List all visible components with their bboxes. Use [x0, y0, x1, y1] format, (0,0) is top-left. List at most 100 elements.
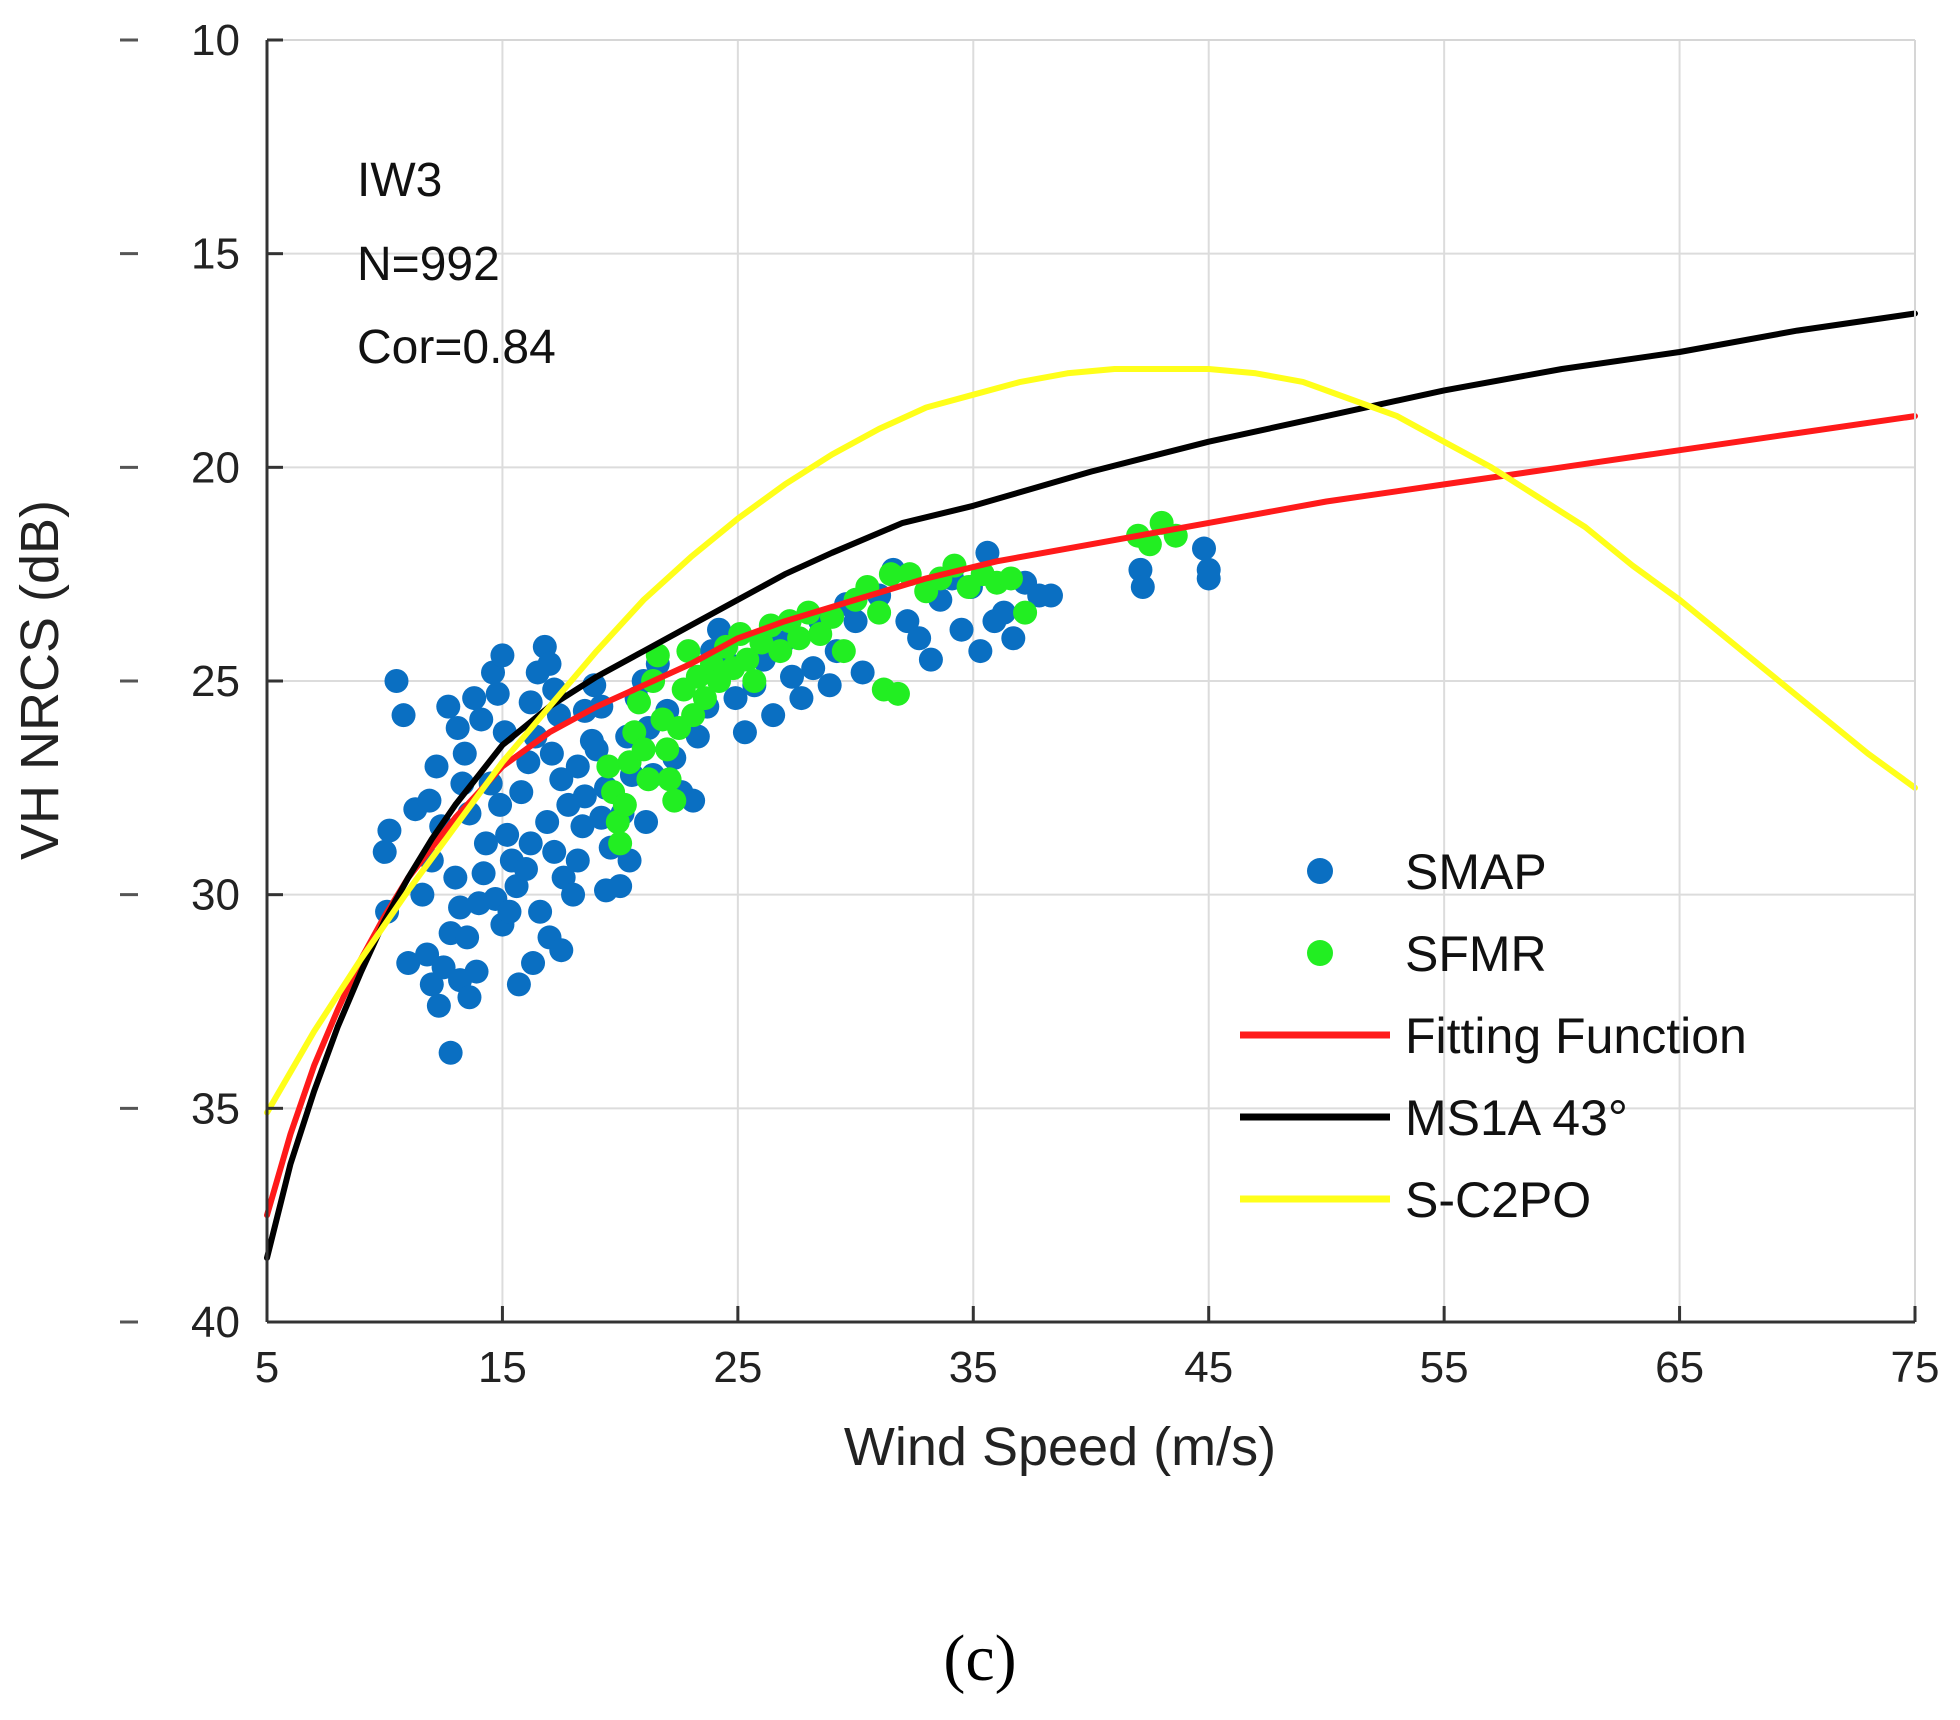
smap-point — [495, 822, 520, 847]
annotation-correlation: Cor=0.84 — [357, 321, 556, 374]
x-tick-label: 5 — [255, 1343, 279, 1392]
y-tick-label: 20 — [191, 443, 240, 492]
smap-point — [584, 737, 609, 762]
smap-point — [509, 780, 534, 805]
sfmr-point — [636, 767, 661, 792]
smap-point — [426, 993, 451, 1018]
sfmr-point — [885, 681, 910, 706]
legend-item-s-c2po: S-C2PO — [1240, 1172, 1591, 1228]
smap-point — [570, 814, 595, 839]
smap-point — [549, 767, 574, 792]
smap-point — [572, 784, 597, 809]
smap-point — [521, 951, 546, 976]
x-tick-label: 45 — [1184, 1343, 1233, 1392]
smap-point — [539, 741, 564, 766]
smap-point — [1130, 574, 1155, 599]
y-tick-label: 35 — [191, 1084, 240, 1133]
smap-point — [975, 540, 1000, 565]
smap-point — [485, 681, 510, 706]
smap-point — [490, 643, 515, 668]
smap-point — [817, 673, 842, 698]
smap-point — [685, 724, 710, 749]
sfmr-point — [596, 754, 621, 779]
smap-point — [780, 664, 805, 689]
sfmr-point — [662, 788, 687, 813]
plot-area — [264, 310, 1918, 1261]
y-axis-label: VH NRCS (dB) — [10, 500, 70, 860]
x-axis-label: Wind Speed (m/s) — [844, 1417, 1276, 1477]
x-tick-label: 25 — [713, 1343, 762, 1392]
smap-point — [518, 690, 543, 715]
axes: 5 15 25 35 45 55 65 75 10 15 20 25 30 35 40 — [120, 16, 1939, 1392]
smap-point — [452, 741, 477, 766]
smap-point — [535, 810, 560, 835]
smap-point — [907, 626, 932, 651]
smap-point — [513, 857, 538, 882]
y-tick-label: 30 — [191, 871, 240, 920]
legend-item-fitting-function: Fitting Function — [1240, 1008, 1747, 1064]
annotation-mode: IW3 — [357, 154, 442, 207]
smap-point — [473, 831, 498, 856]
smap-point — [419, 972, 444, 997]
sfmr-point — [787, 626, 812, 651]
x-tick-label: 75 — [1891, 1343, 1940, 1392]
y-tick-label: 40 — [191, 1298, 240, 1347]
x-tick-label: 65 — [1655, 1343, 1704, 1392]
grid — [266, 39, 1916, 1323]
smap-point — [1196, 566, 1221, 591]
smap-point — [516, 750, 541, 775]
sfmr-point — [681, 703, 706, 728]
smap-point — [372, 839, 397, 864]
smap-point — [455, 925, 480, 950]
smap-point — [968, 639, 993, 664]
smap-point — [391, 703, 416, 728]
sfmr-point — [612, 792, 637, 817]
smap-point — [723, 686, 748, 711]
smap-point — [464, 959, 489, 984]
x-tick-label: 55 — [1420, 1343, 1469, 1392]
annotation-count: N=992 — [357, 238, 500, 291]
sfmr-point — [608, 831, 633, 856]
smap-point — [789, 686, 814, 711]
smap-point — [417, 788, 442, 813]
series-line-s-c2po — [264, 366, 1918, 1116]
smap-point — [542, 839, 567, 864]
x-tick-label: 35 — [949, 1343, 998, 1392]
smap-point — [565, 848, 590, 873]
sfmr-point — [657, 767, 682, 792]
smap-point — [949, 617, 974, 642]
series-sfmr — [596, 510, 1188, 856]
x-tick-label: 15 — [478, 1343, 527, 1392]
smap-point — [732, 720, 757, 745]
smap-point — [528, 899, 553, 924]
sfmr-point — [742, 669, 767, 693]
smap-point — [850, 660, 875, 685]
smap-point — [471, 861, 496, 886]
legend-item-ms1a-43-: MS1A 43° — [1240, 1090, 1628, 1146]
smap-point — [448, 895, 473, 920]
smap-point — [565, 754, 590, 779]
smap-point — [918, 647, 943, 672]
smap-point — [497, 899, 522, 924]
smap-point — [462, 686, 487, 711]
smap-point — [431, 955, 456, 980]
sfmr-point — [735, 647, 760, 672]
smap-point — [469, 707, 494, 732]
legend-marker — [1307, 858, 1333, 884]
smap-point — [384, 669, 409, 693]
smap-point — [1192, 536, 1217, 561]
smap-point — [415, 942, 440, 967]
smap-point — [1038, 583, 1063, 608]
smap-point — [549, 938, 574, 963]
legend-marker — [1307, 940, 1333, 966]
smap-point — [608, 874, 633, 899]
y-tick-label: 15 — [191, 230, 240, 279]
sfmr-point — [998, 566, 1023, 591]
smap-point — [843, 609, 868, 634]
annotation-block: IW3 N=992 Cor=0.84 — [357, 154, 556, 374]
sfmr-point — [867, 600, 892, 625]
smap-point — [561, 882, 586, 907]
smap-point — [488, 792, 513, 817]
smap-point — [457, 985, 482, 1010]
